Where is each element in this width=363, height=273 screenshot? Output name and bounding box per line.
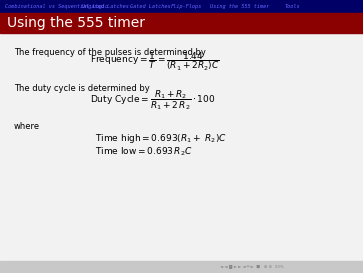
Text: $\mathrm{Time\ low} = 0.693\,R_2 C$: $\mathrm{Time\ low} = 0.693\,R_2 C$ [95, 146, 193, 159]
Text: ◄ ◄▐▌► ► ◄ ═ ►  ■   ⊕ ⊖  33%: ◄ ◄▐▌► ► ◄ ═ ► ■ ⊕ ⊖ 33% [220, 265, 284, 269]
Text: where: where [14, 122, 40, 131]
Text: Tools: Tools [285, 4, 301, 9]
Text: The duty cycle is determined by: The duty cycle is determined by [14, 84, 150, 93]
Bar [0, 0, 363, 13]
Text: Combinational vs Sequential Logic: Combinational vs Sequential Logic [5, 4, 108, 9]
Text: $\mathrm{Frequency} = \dfrac{1}{\mathit{T}} = \dfrac{1.44}{(R_1 + 2R_2)C}$: $\mathrm{Frequency} = \dfrac{1}{\mathit{… [90, 51, 219, 73]
Text: Using the 555 timer: Using the 555 timer [7, 16, 145, 30]
Text: $\mathrm{Duty\ Cycle} = \dfrac{R_1 + R_2}{R_1 + 2\,R_2} \cdot 100$: $\mathrm{Duty\ Cycle} = \dfrac{R_1 + R_2… [90, 88, 215, 112]
Text: Flip-Flops: Flip-Flops [171, 4, 202, 9]
Bar [0, 261, 363, 273]
Text: Gated Latches: Gated Latches [130, 4, 171, 9]
Text: Ungated Latches: Ungated Latches [82, 4, 129, 9]
Text: $\mathrm{Time\ high} = 0.693(R_1 +\ R_2)C$: $\mathrm{Time\ high} = 0.693(R_1 +\ R_2)… [95, 132, 227, 145]
Bar [0, 13, 363, 33]
Text: Using the 555 timer: Using the 555 timer [210, 4, 269, 9]
Text: The frequency of the pulses is determined by: The frequency of the pulses is determine… [14, 48, 206, 57]
